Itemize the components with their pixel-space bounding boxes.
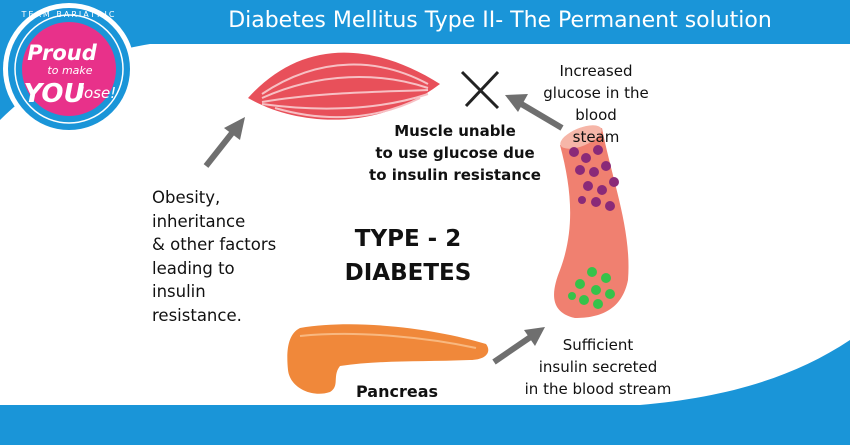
- glucose-note-line: Increased: [559, 62, 633, 80]
- muscle-note: Muscle unable to use glucose due to insu…: [340, 120, 570, 186]
- footer-bar: [0, 405, 850, 445]
- diagram-center-title: TYPE - 2 DIABETES: [318, 222, 498, 290]
- glucose-note: Increased glucose in the blood steam: [536, 60, 656, 148]
- center-title-line2: DIABETES: [344, 260, 472, 286]
- muscle-note-line: to use glucose due: [375, 144, 535, 162]
- risk-note-line: resistance.: [152, 305, 242, 325]
- header-bar: [0, 0, 850, 44]
- risk-note-line: leading to: [152, 258, 235, 278]
- badge-team-text: TEAM BARIATRIC: [21, 10, 117, 19]
- blood-vessel-icon: [554, 125, 629, 318]
- glucose-note-line: steam: [572, 128, 620, 146]
- center-title-line1: TYPE - 2: [354, 226, 462, 252]
- page-title: Diabetes Mellitus Type II- The Permanent…: [228, 8, 772, 33]
- insulin-molecules: [568, 267, 615, 309]
- muscle-icon: [248, 52, 440, 120]
- muscle-note-line: to insulin resistance: [369, 166, 541, 184]
- badge-line4: lose!: [80, 84, 116, 102]
- badge-line1: Proud: [27, 41, 97, 65]
- risk-note-line: & other factors: [152, 235, 277, 254]
- glucose-molecules: [569, 145, 619, 211]
- risk-note-line: inheritance: [152, 211, 246, 231]
- insulin-note-line: in the blood stream: [524, 380, 672, 398]
- pancreas-label: Pancreas: [356, 382, 439, 401]
- badge-line2: to make: [47, 64, 92, 77]
- insulin-note: Sufficient insulin secreted in the blood…: [498, 334, 698, 400]
- blocked-x-icon: [460, 70, 500, 110]
- glucose-note-line: blood: [575, 106, 617, 124]
- proud-to-make-you-lose-logo: TEAM BARIATRIC Proud to make YOU lose!: [3, 3, 135, 135]
- risk-factors-note: Obesity, inheritance & other factors lea…: [152, 186, 276, 327]
- muscle-note-line: Muscle unable: [394, 122, 516, 140]
- arrow-icons: [203, 94, 564, 365]
- pancreas-icon: [287, 324, 489, 394]
- insulin-note-line: Sufficient: [562, 336, 634, 354]
- insulin-note-line: insulin secreted: [538, 358, 658, 376]
- risk-note-line: insulin: [152, 282, 206, 301]
- badge-line3: YOU: [23, 79, 84, 109]
- risk-note-line: Obesity,: [152, 188, 221, 207]
- glucose-note-line: glucose in the: [543, 84, 649, 102]
